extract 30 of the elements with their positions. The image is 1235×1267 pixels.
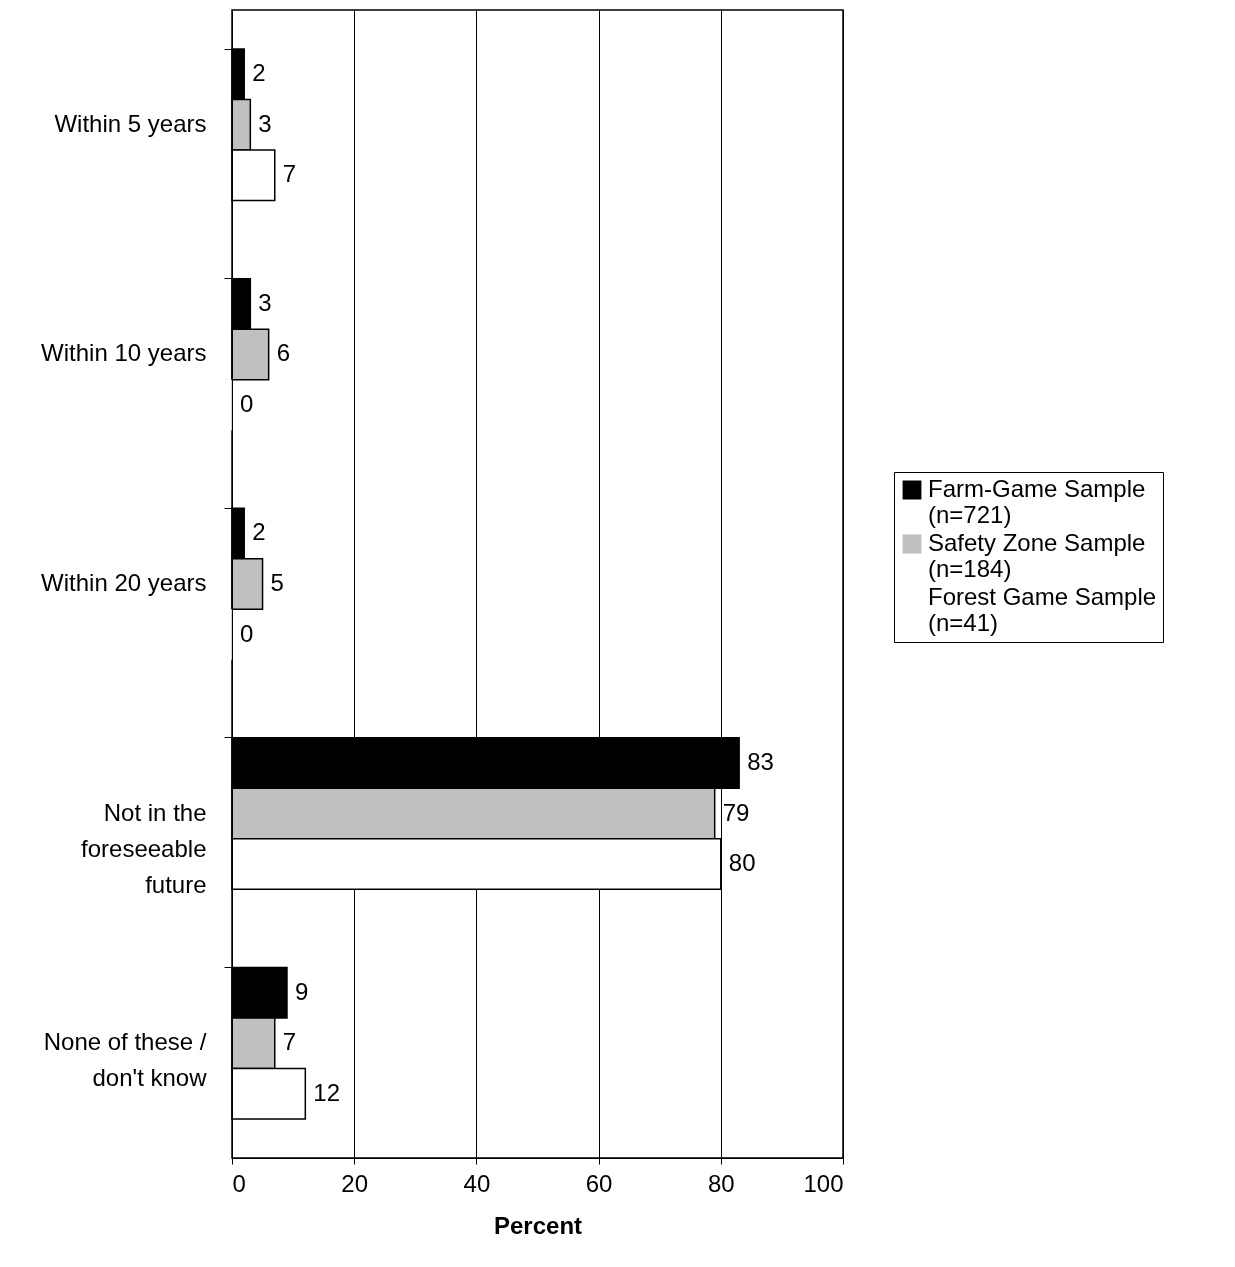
x-tick-label: 20 bbox=[341, 1169, 369, 1197]
data-label: 6 bbox=[276, 339, 291, 367]
legend-label: Safety Zone Sample (n=184) bbox=[928, 529, 1146, 582]
y-tick-label: Not in the foreseeable future bbox=[81, 798, 207, 898]
data-label: 3 bbox=[258, 109, 272, 137]
y-tick-label: Within 10 years bbox=[41, 339, 207, 367]
text: Forest Game Sample (n=41) bbox=[928, 583, 1157, 636]
data-label: 0 bbox=[240, 389, 254, 417]
data-label: 3 bbox=[258, 288, 272, 316]
data-label: 2 bbox=[252, 518, 266, 546]
data-label: 12 bbox=[313, 1078, 341, 1106]
y-tick-label: Within 5 years bbox=[54, 109, 207, 137]
data-label: 9 bbox=[294, 977, 309, 1005]
data-label: 0 bbox=[240, 619, 254, 647]
x-tick-label: 80 bbox=[707, 1169, 735, 1197]
data-label: 79 bbox=[722, 798, 750, 826]
y-tick-label: None of these / don't know bbox=[43, 1028, 208, 1092]
y-tick-label: Within 20 years bbox=[41, 569, 207, 596]
data-label: 7 bbox=[282, 160, 297, 188]
data-label: 7 bbox=[282, 1028, 297, 1056]
data-label: 5 bbox=[270, 569, 284, 596]
x-tick-label: 100 bbox=[803, 1169, 844, 1197]
data-label: 2 bbox=[252, 59, 266, 87]
x-axis-title: Percent bbox=[493, 1211, 583, 1239]
data-label: 83 bbox=[747, 748, 774, 776]
x-tick-label: 60 bbox=[585, 1169, 613, 1197]
x-tick-label: 40 bbox=[463, 1169, 491, 1197]
legend-label: Farm-Game Sample (n=721) bbox=[928, 475, 1146, 528]
data-label: 80 bbox=[728, 849, 756, 877]
x-tick-label: 0 bbox=[232, 1169, 246, 1197]
